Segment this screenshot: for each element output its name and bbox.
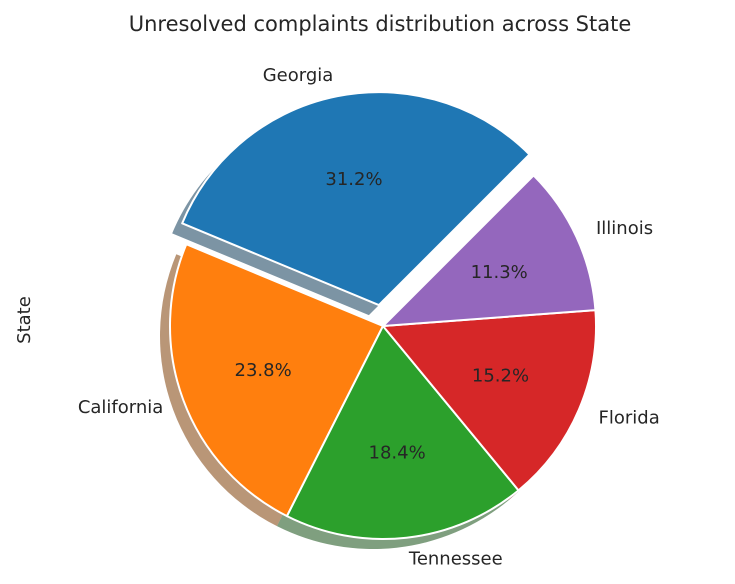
slice-label-georgia: Georgia [263, 65, 334, 86]
pie-slice-tennessee[interactable] [285, 325, 520, 540]
y-axis-label: State [14, 296, 35, 344]
slice-label-california: California [78, 397, 163, 418]
chart-title: Unresolved complaints distribution acros… [129, 12, 632, 36]
slice-label-tennessee: Tennessee [408, 548, 503, 569]
slice-label-illinois: Illinois [596, 218, 653, 239]
slice-percent-georgia: 31.2% [325, 169, 382, 190]
pie-slice-florida[interactable] [382, 309, 597, 492]
label-layer: Georgia 31.2% California 23.8% Tennessee 18.4… [78, 65, 660, 570]
slice-percent-illinois: 11.3% [471, 262, 528, 283]
pie-slice-georgia[interactable] [181, 91, 531, 307]
slice-percent-florida: 15.2% [472, 366, 529, 387]
slice-percent-tennessee: 18.4% [369, 443, 426, 464]
pie-slice-california[interactable] [169, 243, 384, 518]
slice-label-florida: Florida [599, 408, 660, 429]
slice-percent-california: 23.8% [235, 360, 292, 381]
slice-layer [169, 91, 597, 540]
pie-slice-illinois[interactable] [382, 174, 597, 327]
